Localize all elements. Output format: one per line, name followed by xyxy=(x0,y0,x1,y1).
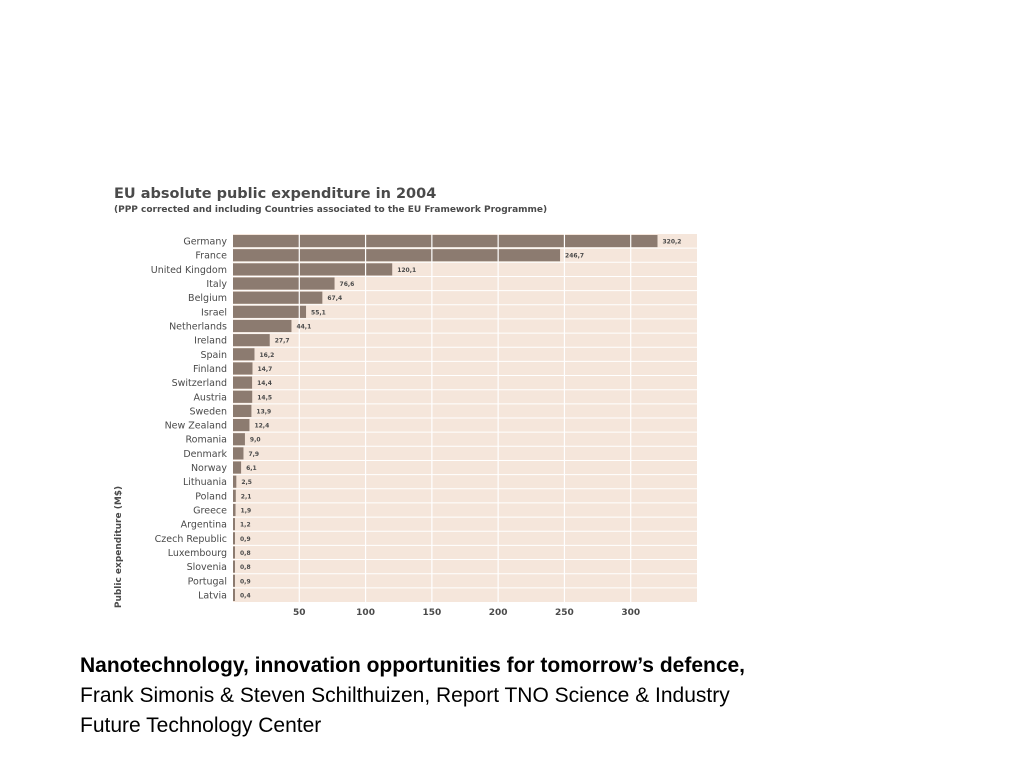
value-label: 14,7 xyxy=(257,366,272,373)
value-label: 9,0 xyxy=(250,437,261,444)
bar xyxy=(233,319,292,333)
bar xyxy=(233,362,253,375)
value-label: 120,1 xyxy=(397,267,416,274)
bar xyxy=(233,532,235,545)
category-label: Germany xyxy=(183,237,227,248)
category-label: Belgium xyxy=(188,293,227,304)
bar xyxy=(233,334,270,347)
value-label: 16,2 xyxy=(259,352,274,359)
category-label: Israel xyxy=(201,307,227,318)
category-label: Slovenia xyxy=(187,562,227,573)
bar xyxy=(233,546,235,559)
x-tick-label: 200 xyxy=(489,608,508,618)
bar xyxy=(233,489,236,502)
bar xyxy=(233,390,253,403)
category-label: Netherlands xyxy=(169,322,227,333)
bar xyxy=(233,404,252,417)
chart-subtitle: (PPP corrected and including Countries a… xyxy=(114,205,548,215)
value-label: 1,2 xyxy=(240,522,251,529)
category-label: Spain xyxy=(200,350,227,361)
bar xyxy=(233,277,335,290)
y-axis-label: Public expenditure (M$) xyxy=(114,486,124,608)
caption: Nanotechnology, innovation opportunities… xyxy=(80,651,980,741)
bar xyxy=(233,461,242,474)
bar xyxy=(233,376,253,389)
category-label: New Zealand xyxy=(165,421,227,432)
category-label: Switzerland xyxy=(172,378,227,389)
category-label: Austria xyxy=(193,392,227,403)
value-label: 0,8 xyxy=(240,550,251,557)
value-label: 1,9 xyxy=(241,508,252,515)
bar xyxy=(233,518,235,531)
bar xyxy=(233,235,658,248)
value-label: 13,9 xyxy=(256,408,271,415)
caption-center: Future Technology Center xyxy=(80,714,322,737)
value-label: 27,7 xyxy=(275,338,290,345)
value-label: 14,4 xyxy=(257,380,272,387)
category-label: Luxembourg xyxy=(168,548,227,559)
category-label: Argentina xyxy=(181,520,227,531)
value-label: 76,6 xyxy=(340,281,355,288)
value-label: 2,5 xyxy=(241,479,252,486)
bar xyxy=(233,447,244,460)
x-tick-label: 50 xyxy=(293,608,306,618)
category-label: Portugal xyxy=(188,576,227,587)
value-label: 12,4 xyxy=(254,423,269,430)
category-label: Greece xyxy=(193,506,227,517)
caption-title: Nanotechnology, innovation opportunities… xyxy=(80,654,746,677)
x-tick-label: 300 xyxy=(621,608,640,618)
value-label: 44,1 xyxy=(296,324,311,331)
category-label: Ireland xyxy=(194,336,227,347)
bar xyxy=(233,419,250,432)
value-label: 0,8 xyxy=(240,564,251,571)
category-label: Lithuania xyxy=(183,477,227,488)
bar xyxy=(233,560,235,573)
bar xyxy=(233,433,245,446)
x-tick-label: 150 xyxy=(422,608,441,618)
value-label: 6,1 xyxy=(246,465,257,472)
caption-authors: Frank Simonis & Steven Schilthuizen, Rep… xyxy=(80,684,730,707)
chart-title: EU absolute public expenditure in 2004 xyxy=(114,186,437,202)
value-label: 0,9 xyxy=(240,536,251,543)
category-label: Czech Republic xyxy=(155,534,227,545)
bar xyxy=(233,588,235,601)
category-label: Poland xyxy=(195,491,227,502)
category-label: Finland xyxy=(193,364,227,375)
category-label: Latvia xyxy=(198,590,227,601)
bar xyxy=(233,249,561,262)
category-label: Italy xyxy=(206,279,227,290)
bar xyxy=(233,263,393,276)
bar xyxy=(233,574,235,587)
value-label: 2,1 xyxy=(241,493,252,500)
value-label: 246,7 xyxy=(565,253,584,260)
category-label: Romania xyxy=(185,435,227,446)
bar xyxy=(233,503,236,517)
x-tick-label: 100 xyxy=(356,608,375,618)
value-label: 0,9 xyxy=(240,578,251,585)
value-label: 14,5 xyxy=(257,394,272,401)
category-label: United Kingdom xyxy=(151,265,227,276)
value-label: 0,4 xyxy=(240,592,251,599)
bar xyxy=(233,305,307,318)
category-label: Norway xyxy=(191,463,227,474)
value-label: 55,1 xyxy=(311,309,326,316)
category-label: Denmark xyxy=(183,449,227,460)
bar xyxy=(233,348,255,361)
bar xyxy=(233,475,237,488)
x-tick-label: 250 xyxy=(555,608,574,618)
category-label: France xyxy=(195,251,227,262)
value-label: 320,2 xyxy=(662,239,681,246)
value-label: 67,4 xyxy=(327,295,342,302)
value-label: 7,9 xyxy=(248,451,259,458)
category-label: Sweden xyxy=(189,406,227,417)
bar xyxy=(233,291,323,304)
